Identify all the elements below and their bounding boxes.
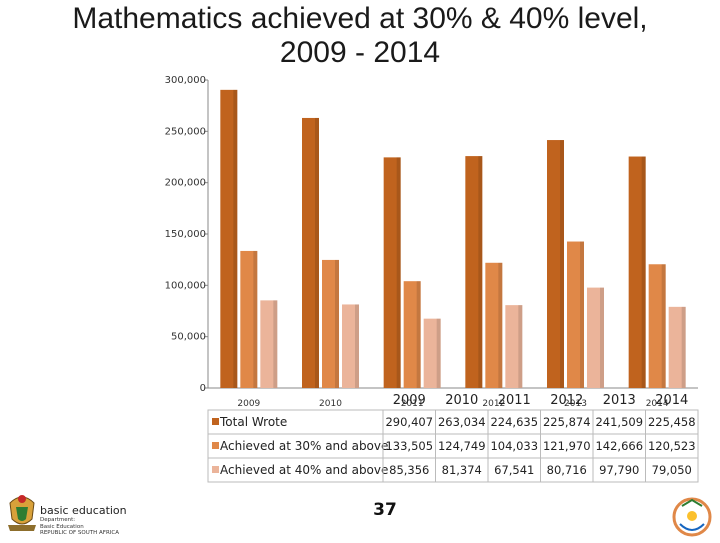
x-tick-label-small: 2011: [401, 399, 424, 409]
data-label: 225,458: [648, 415, 696, 429]
bar: [567, 241, 584, 388]
x-tick-label: 2011: [498, 393, 531, 408]
bar: [587, 287, 604, 388]
data-label: 224,635: [490, 415, 538, 429]
legend-swatch: [212, 466, 219, 473]
chart-title-line2: 2009 - 2014: [279, 36, 441, 69]
x-tick-label: 2013: [603, 393, 636, 408]
x-tick-label: 2014: [655, 393, 688, 408]
brand-subtitle: Department: Basic Education REPUBLIC OF …: [40, 517, 130, 537]
bar: [383, 157, 401, 388]
x-tick-label-small: 2013: [564, 399, 587, 409]
bar-shade: [661, 264, 666, 388]
bar: [648, 264, 666, 388]
bar: [302, 117, 319, 389]
bar: [505, 305, 523, 388]
chart-title-line1: Mathematics achieved at 30% & 40% level,: [72, 2, 648, 35]
x-tick-label-small: 2009: [237, 399, 260, 409]
bar: [547, 140, 564, 388]
bar-shade: [600, 287, 604, 388]
bar-shade: [560, 140, 564, 388]
y-tick-label: 0: [200, 383, 206, 394]
data-label: 133,505: [385, 439, 433, 453]
anniversary-logo-icon: [668, 496, 716, 543]
coat-of-arms-icon: [6, 489, 38, 538]
chart-title: Mathematics achieved at 30% & 40% level,…: [20, 2, 700, 70]
page-number: 37: [373, 500, 397, 520]
x-tick-label: 2012: [550, 393, 583, 408]
data-label: 124,749: [438, 439, 486, 453]
x-tick-label: 2009: [393, 393, 426, 408]
x-tick-label-small: 2012: [482, 399, 505, 409]
legend-entry: Achieved at 40% and above: [220, 463, 388, 477]
data-label: 80,716: [547, 463, 587, 477]
y-tick-label: 250,000: [165, 126, 206, 137]
y-tick-label: 200,000: [165, 178, 206, 189]
legend-entry: Total Wrote: [219, 415, 287, 429]
bar: [240, 250, 258, 388]
data-label: 67,541: [494, 463, 534, 477]
bar-shade: [335, 259, 339, 388]
y-tick-label: 300,000: [165, 75, 206, 86]
bar-shade: [315, 117, 319, 389]
bar: [668, 306, 686, 388]
data-label: 290,407: [385, 415, 433, 429]
bar-shade: [580, 241, 584, 388]
bar: [322, 259, 339, 388]
bar-shade: [416, 281, 421, 388]
data-label: 225,874: [543, 415, 591, 429]
bar: [403, 281, 421, 388]
legend-swatch: [212, 418, 219, 425]
y-tick-label: 50,000: [171, 332, 206, 343]
x-tick-label: 2010: [445, 393, 478, 408]
brand-name: basic education: [40, 504, 127, 517]
bar-shade: [518, 305, 523, 388]
data-label: 104,033: [490, 439, 538, 453]
y-tick-label: 150,000: [165, 229, 206, 240]
data-label: 120,523: [648, 439, 696, 453]
y-tick-label: 100,000: [165, 280, 206, 291]
bar-shade: [478, 156, 483, 388]
bar: [485, 262, 503, 388]
bar-shade: [355, 304, 359, 388]
x-tick-label-small: 2010: [319, 399, 342, 409]
bar: [220, 89, 238, 388]
brand-sub-line1: Department:: [40, 517, 76, 523]
legend-swatch: [212, 442, 219, 449]
data-label: 81,374: [442, 463, 482, 477]
data-label: 97,790: [599, 463, 639, 477]
bar-chart: 0 50,000 100,000 150,000 200,000 250,000 300,0…: [165, 75, 699, 483]
bar-shade: [233, 89, 238, 388]
legend-entry: Achieved at 30% and above: [220, 439, 388, 453]
bar-shade: [273, 300, 278, 388]
bar: [423, 318, 441, 388]
bar-shade: [253, 250, 258, 388]
bar: [628, 156, 646, 388]
bar-shade: [641, 156, 646, 388]
bar: [260, 300, 278, 388]
brand-sub-line3: REPUBLIC OF SOUTH AFRICA: [40, 530, 119, 536]
data-label: 263,034: [438, 415, 486, 429]
bar: [465, 156, 483, 388]
data-label: 121,970: [543, 439, 591, 453]
bar-shade: [498, 262, 503, 388]
bar: [342, 304, 359, 388]
bar-shade: [436, 318, 441, 388]
bar-shade: [681, 306, 686, 388]
x-tick-label-small: 2014: [646, 399, 669, 409]
brand-sub-line2: Basic Education: [40, 523, 84, 530]
data-label: 79,050: [652, 463, 692, 477]
data-label: 85,356: [389, 463, 429, 477]
data-label: 241,509: [595, 415, 643, 429]
bar-shade: [396, 157, 401, 388]
data-label: 142,666: [595, 439, 643, 453]
